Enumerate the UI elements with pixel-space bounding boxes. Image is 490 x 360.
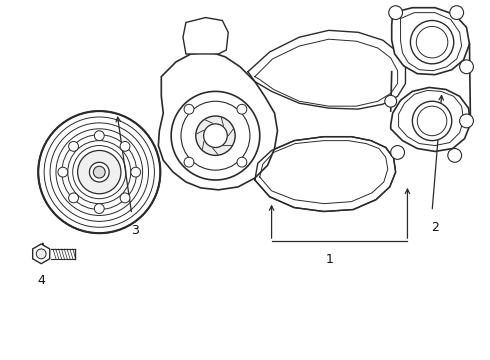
Text: 3: 3	[131, 224, 139, 237]
Text: 4: 4	[37, 274, 45, 287]
Circle shape	[36, 249, 46, 259]
Circle shape	[95, 204, 104, 213]
Circle shape	[196, 116, 235, 156]
Circle shape	[460, 114, 473, 128]
Circle shape	[237, 157, 247, 167]
Polygon shape	[255, 137, 395, 212]
Polygon shape	[33, 244, 49, 264]
Polygon shape	[183, 18, 228, 54]
Circle shape	[77, 150, 121, 194]
Circle shape	[394, 10, 469, 85]
Text: 2: 2	[431, 221, 439, 234]
Circle shape	[184, 157, 194, 167]
Circle shape	[69, 193, 78, 203]
Circle shape	[38, 111, 160, 233]
Circle shape	[69, 141, 78, 151]
Circle shape	[131, 167, 141, 177]
Circle shape	[120, 141, 130, 151]
Circle shape	[411, 21, 454, 64]
Circle shape	[184, 104, 194, 114]
Circle shape	[450, 6, 464, 19]
Circle shape	[90, 162, 109, 182]
Circle shape	[385, 95, 396, 107]
Circle shape	[94, 166, 105, 178]
Polygon shape	[391, 87, 470, 152]
Circle shape	[448, 148, 462, 162]
Circle shape	[237, 104, 247, 114]
Polygon shape	[392, 8, 469, 75]
Circle shape	[204, 124, 227, 148]
Polygon shape	[158, 52, 277, 190]
Circle shape	[391, 145, 405, 159]
Circle shape	[460, 60, 473, 74]
Circle shape	[171, 91, 260, 180]
Circle shape	[413, 101, 452, 141]
Circle shape	[397, 116, 466, 185]
Circle shape	[120, 193, 130, 203]
Circle shape	[389, 6, 402, 19]
Text: 1: 1	[326, 253, 334, 266]
Circle shape	[95, 131, 104, 141]
Circle shape	[58, 167, 68, 177]
